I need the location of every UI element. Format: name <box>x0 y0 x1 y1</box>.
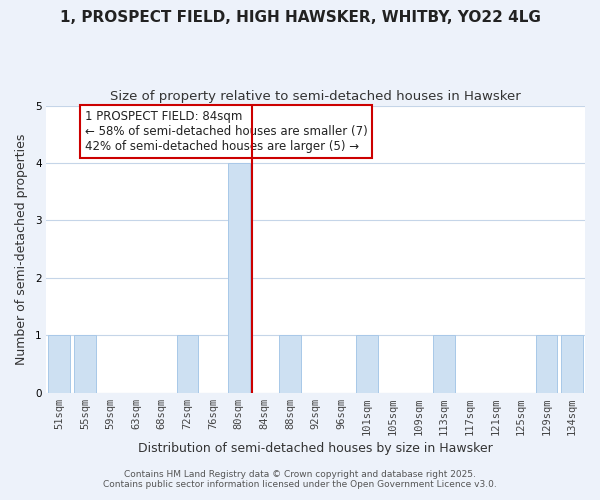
Text: 1, PROSPECT FIELD, HIGH HAWSKER, WHITBY, YO22 4LG: 1, PROSPECT FIELD, HIGH HAWSKER, WHITBY,… <box>59 10 541 25</box>
Bar <box>49 336 70 392</box>
Text: Contains HM Land Registry data © Crown copyright and database right 2025.
Contai: Contains HM Land Registry data © Crown c… <box>103 470 497 489</box>
Bar <box>536 336 557 392</box>
Bar <box>176 336 199 392</box>
Bar <box>279 336 301 392</box>
Bar <box>356 336 378 392</box>
Y-axis label: Number of semi-detached properties: Number of semi-detached properties <box>15 134 28 365</box>
Bar <box>433 336 455 392</box>
Bar <box>561 336 583 392</box>
Title: Size of property relative to semi-detached houses in Hawsker: Size of property relative to semi-detach… <box>110 90 521 103</box>
X-axis label: Distribution of semi-detached houses by size in Hawsker: Distribution of semi-detached houses by … <box>139 442 493 455</box>
Bar <box>74 336 96 392</box>
Text: 1 PROSPECT FIELD: 84sqm
← 58% of semi-detached houses are smaller (7)
42% of sem: 1 PROSPECT FIELD: 84sqm ← 58% of semi-de… <box>85 110 368 153</box>
Bar <box>228 163 250 392</box>
